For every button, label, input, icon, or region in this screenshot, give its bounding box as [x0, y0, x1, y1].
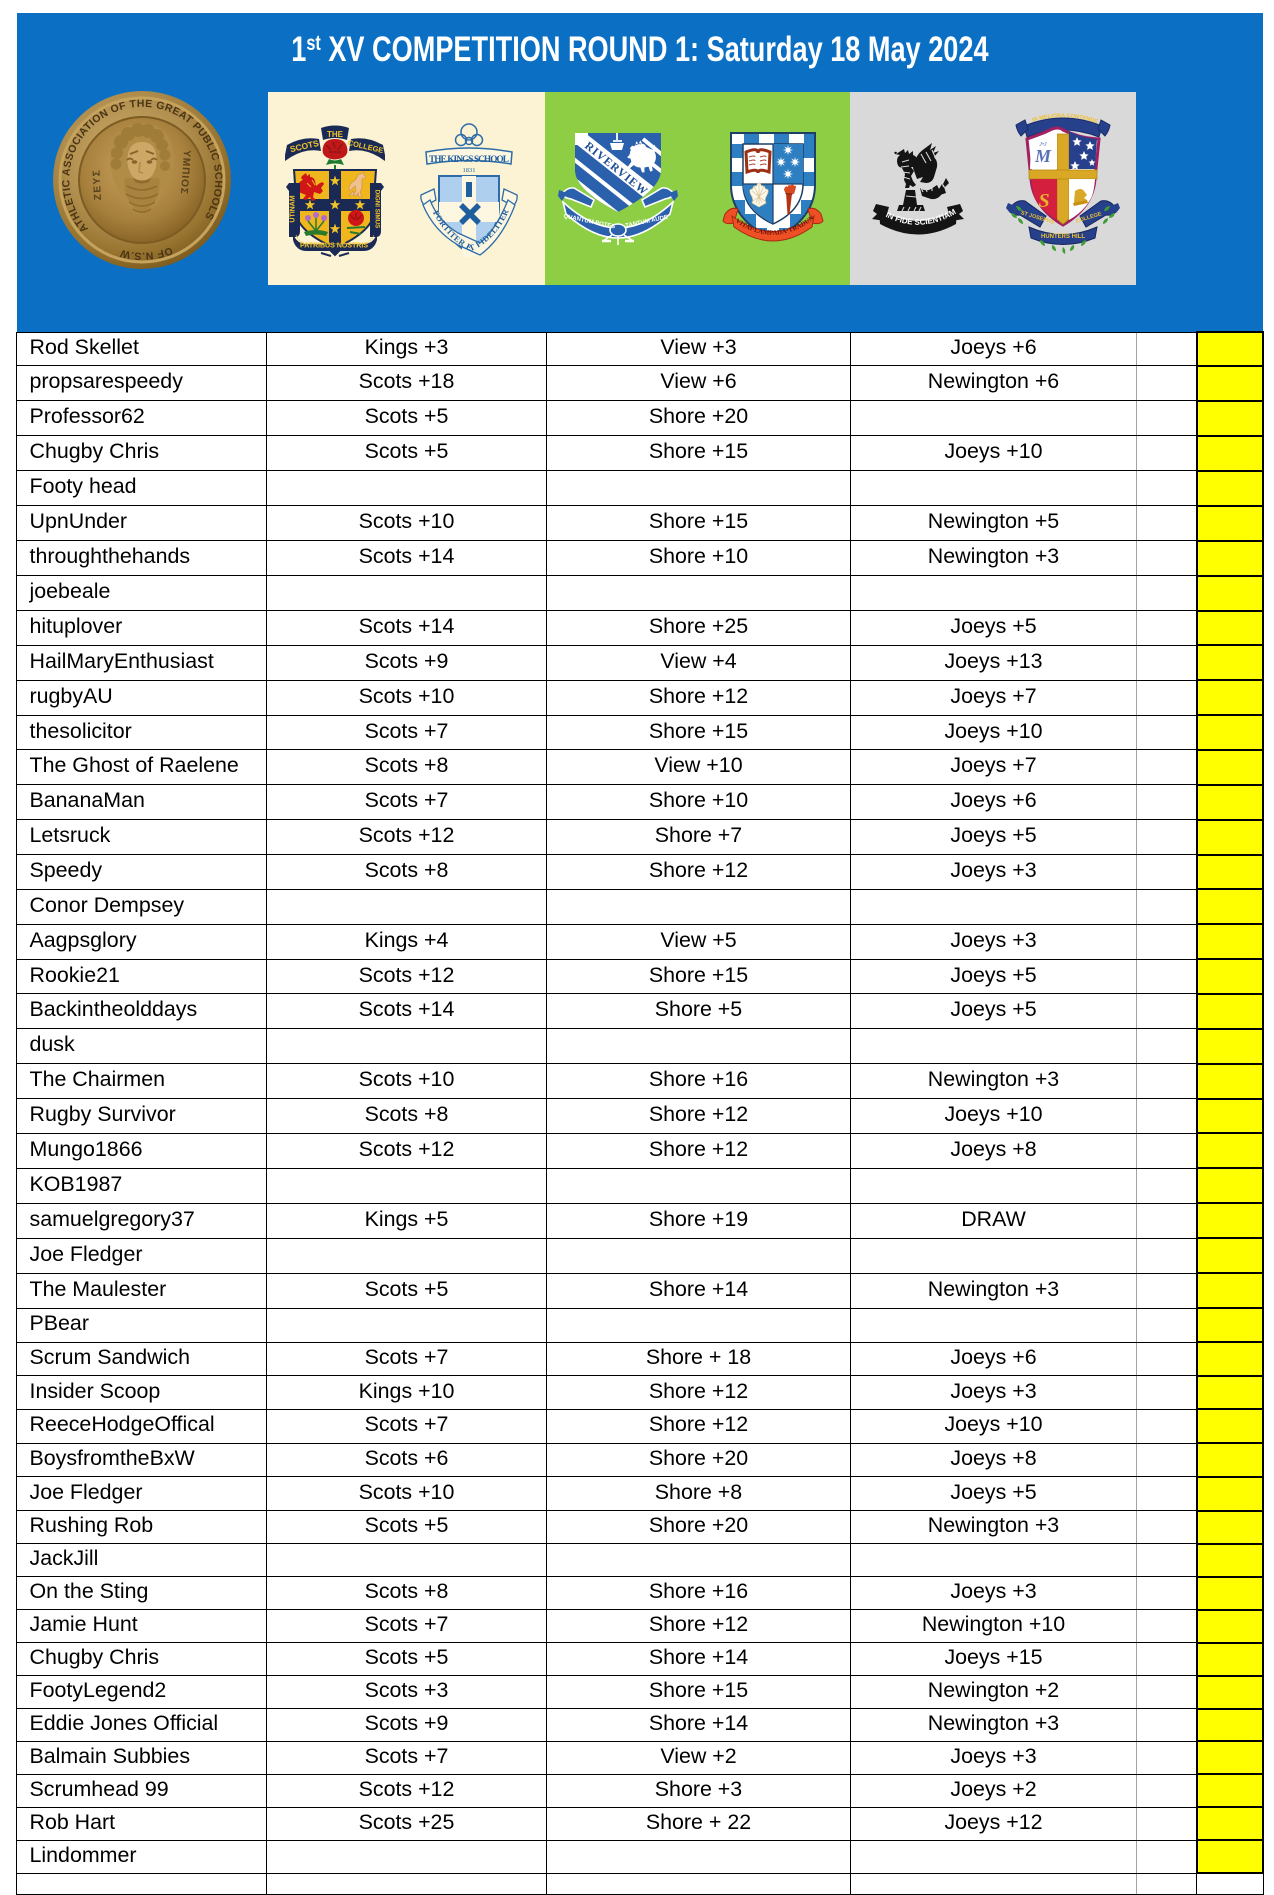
svg-text:YΜΠIΟΣ: YΜΠIΟΣ: [178, 150, 192, 195]
svg-text:SCOTS: SCOTS: [289, 138, 320, 154]
svg-text:1831: 1831: [463, 167, 476, 174]
svg-text:ZEYΣ: ZEYΣ: [91, 168, 104, 200]
svg-text:DIGNI SIMUS: DIGNI SIMUS: [374, 190, 381, 229]
svg-text:THE KINGS SCHOOL: THE KINGS SCHOOL: [429, 155, 509, 165]
svg-text:J•J: J•J: [1039, 142, 1047, 148]
svg-text:UTINAM: UTINAM: [290, 195, 297, 222]
svg-text:PATRIBUS NOSTRIS: PATRIBUS NOSTRIS: [300, 241, 368, 250]
svg-text:S: S: [1038, 190, 1049, 212]
svg-text:HUNTERS HILL: HUNTERS HILL: [1041, 234, 1085, 240]
svg-text:M: M: [1034, 146, 1052, 166]
svg-text:THE: THE: [327, 130, 344, 139]
